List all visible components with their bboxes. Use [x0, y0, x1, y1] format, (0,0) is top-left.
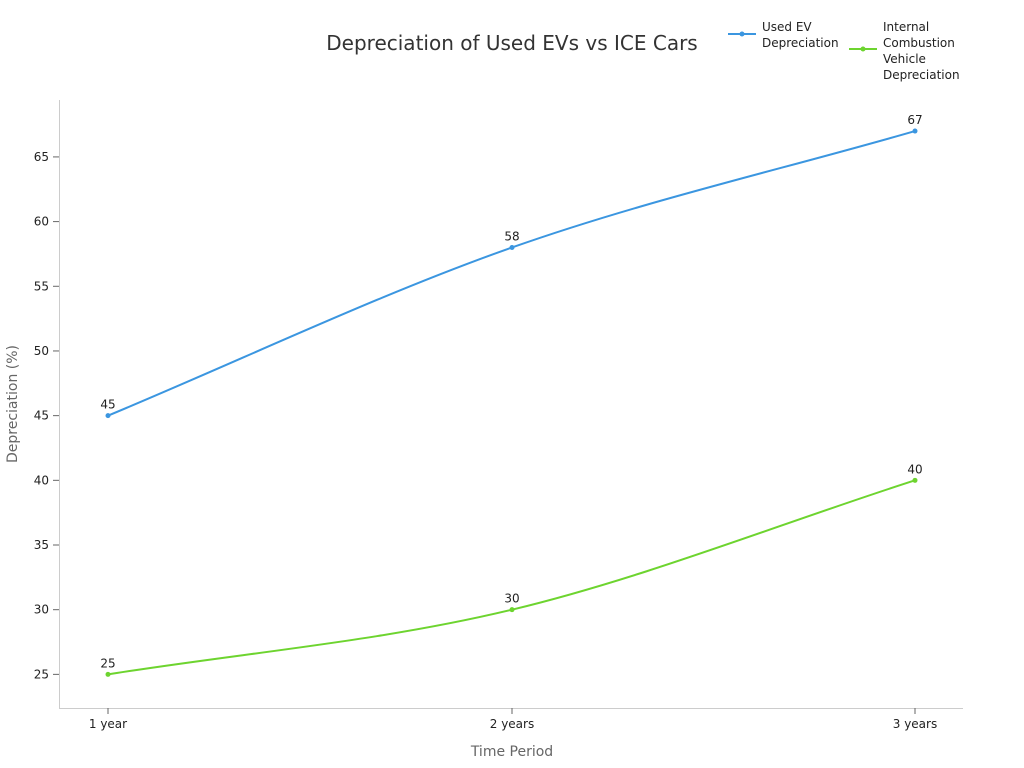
legend-item-1[interactable]: Used EV Depreciation	[728, 20, 839, 50]
y-tick-label: 65	[34, 150, 49, 164]
x-tick-label: 1 year	[89, 717, 127, 731]
y-tick-label: 30	[34, 603, 49, 617]
data-point	[105, 413, 111, 419]
legend-label: Depreciation	[883, 68, 960, 82]
y-tick-label: 55	[34, 279, 49, 293]
series-line-2	[107, 479, 916, 676]
legend-label: Used EV	[762, 20, 812, 34]
legend-label: Vehicle	[883, 52, 926, 66]
data-label: 30	[504, 592, 519, 606]
data-label: 45	[100, 398, 115, 412]
y-tick-label: 45	[34, 409, 49, 423]
y-axis-ticks: 25 30 35 40 45 50 55 60 65	[34, 150, 59, 681]
y-axis-title: Depreciation (%)	[5, 345, 21, 463]
series-layer: 45 58 67 25 30 40	[100, 113, 923, 677]
data-point	[912, 477, 918, 483]
y-tick-label: 25	[34, 667, 49, 681]
data-point	[912, 128, 918, 134]
x-axis-title: Time Period	[470, 744, 553, 760]
x-tick-label: 3 years	[893, 717, 937, 731]
data-label: 25	[100, 656, 115, 670]
y-tick-label: 50	[34, 344, 49, 358]
legend-label: Combustion	[883, 36, 955, 50]
legend-swatch-marker	[860, 46, 866, 52]
series-line-1	[107, 130, 916, 417]
data-label: 58	[504, 229, 519, 243]
x-axis-ticks: 1 year 2 years 3 years	[89, 708, 937, 731]
data-label: 40	[907, 462, 922, 476]
legend[interactable]: Used EV Depreciation Internal Combustion Veh…	[728, 20, 960, 82]
y-tick-label: 60	[34, 215, 49, 229]
y-tick-label: 35	[34, 538, 49, 552]
data-label: 67	[907, 113, 922, 127]
data-point	[509, 607, 515, 613]
legend-label: Depreciation	[762, 36, 839, 50]
y-tick-label: 40	[34, 473, 49, 487]
legend-item-2[interactable]: Internal Combustion Vehicle Depreciation	[849, 20, 960, 82]
legend-swatch-marker	[739, 31, 745, 37]
chart-title: Depreciation of Used EVs vs ICE Cars	[326, 31, 697, 55]
x-tick-label: 2 years	[490, 717, 534, 731]
data-point	[105, 671, 111, 677]
legend-label: Internal	[883, 20, 929, 34]
data-point	[509, 244, 515, 250]
